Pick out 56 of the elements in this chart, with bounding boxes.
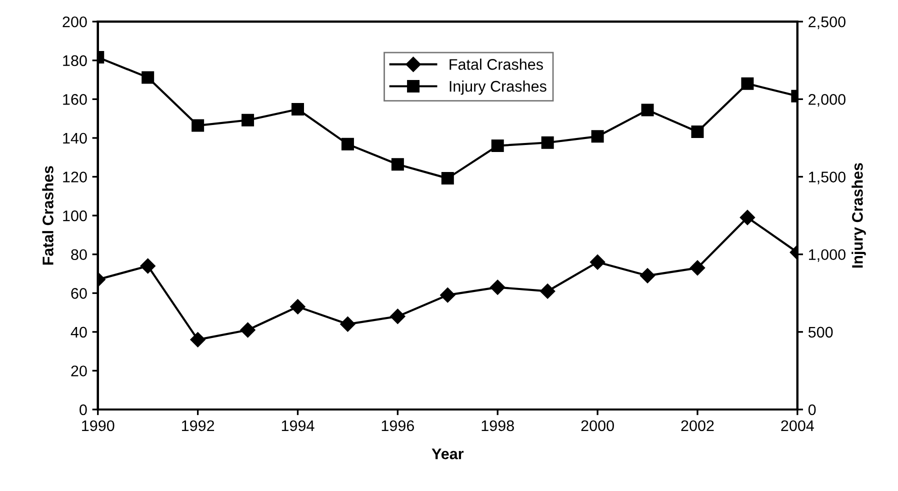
x-axis-title: Year: [432, 448, 464, 460]
point: [540, 284, 556, 299]
y-tick-label: 120: [63, 172, 87, 182]
y-tick-label: 180: [63, 55, 87, 66]
x-tick-label: 1994: [282, 420, 314, 432]
x-tick-label: 2000: [581, 420, 614, 432]
point: [240, 322, 256, 338]
point: [391, 158, 404, 171]
point: [491, 139, 504, 152]
y-tick-label: 200: [62, 16, 87, 28]
point: [590, 254, 606, 270]
point: [691, 126, 704, 138]
y-tick-label: 80: [71, 249, 87, 260]
y2-tick-label: 2,500: [808, 16, 846, 30]
x-tick-label: 1990: [82, 420, 114, 432]
point: [640, 268, 656, 284]
point: [440, 287, 456, 303]
point: [690, 260, 706, 276]
legend-label: Injury Crashes: [450, 80, 546, 95]
y2-tick-label: 1,000: [809, 249, 846, 262]
y-tick-label: 0: [80, 404, 87, 416]
point: [140, 258, 156, 274]
y-tick-label: 160: [63, 94, 87, 105]
x-tick-label: 1998: [482, 420, 514, 432]
y-axis-title: Fatal Crashes: [42, 166, 54, 265]
y-tick-label: 20: [71, 366, 87, 376]
point: [740, 210, 756, 226]
point: [390, 308, 406, 324]
x-tick-label: 1996: [382, 420, 414, 432]
y2-axis-title: Injury Crashes: [852, 163, 866, 268]
x-tick-label: 1992: [182, 420, 214, 432]
point: [192, 119, 204, 132]
point: [242, 114, 254, 126]
point: [741, 77, 754, 90]
y2-tick-label: 0: [808, 404, 816, 416]
y-tick-label: 100: [63, 210, 87, 222]
x-tick-label: 2002: [681, 420, 714, 432]
point: [290, 299, 306, 314]
point: [341, 138, 354, 150]
point: [490, 280, 506, 295]
y-tick-label: 140: [63, 132, 87, 144]
point: [142, 71, 154, 84]
point: [541, 136, 554, 149]
y-tick-label: 60: [71, 288, 87, 299]
point: [292, 103, 304, 116]
point: [591, 130, 604, 143]
y2-tick-label: 500: [808, 326, 833, 338]
x-tick-label: 2004: [781, 420, 814, 432]
point: [441, 172, 454, 185]
point: [190, 332, 206, 348]
point: [340, 316, 356, 332]
y-tick-label: 40: [70, 326, 87, 338]
y2-tick-label: 2,000: [808, 94, 846, 107]
point: [641, 104, 654, 116]
legend-label: Fatal Crashes: [450, 58, 543, 70]
y2-tick-label: 1,500: [809, 172, 846, 184]
